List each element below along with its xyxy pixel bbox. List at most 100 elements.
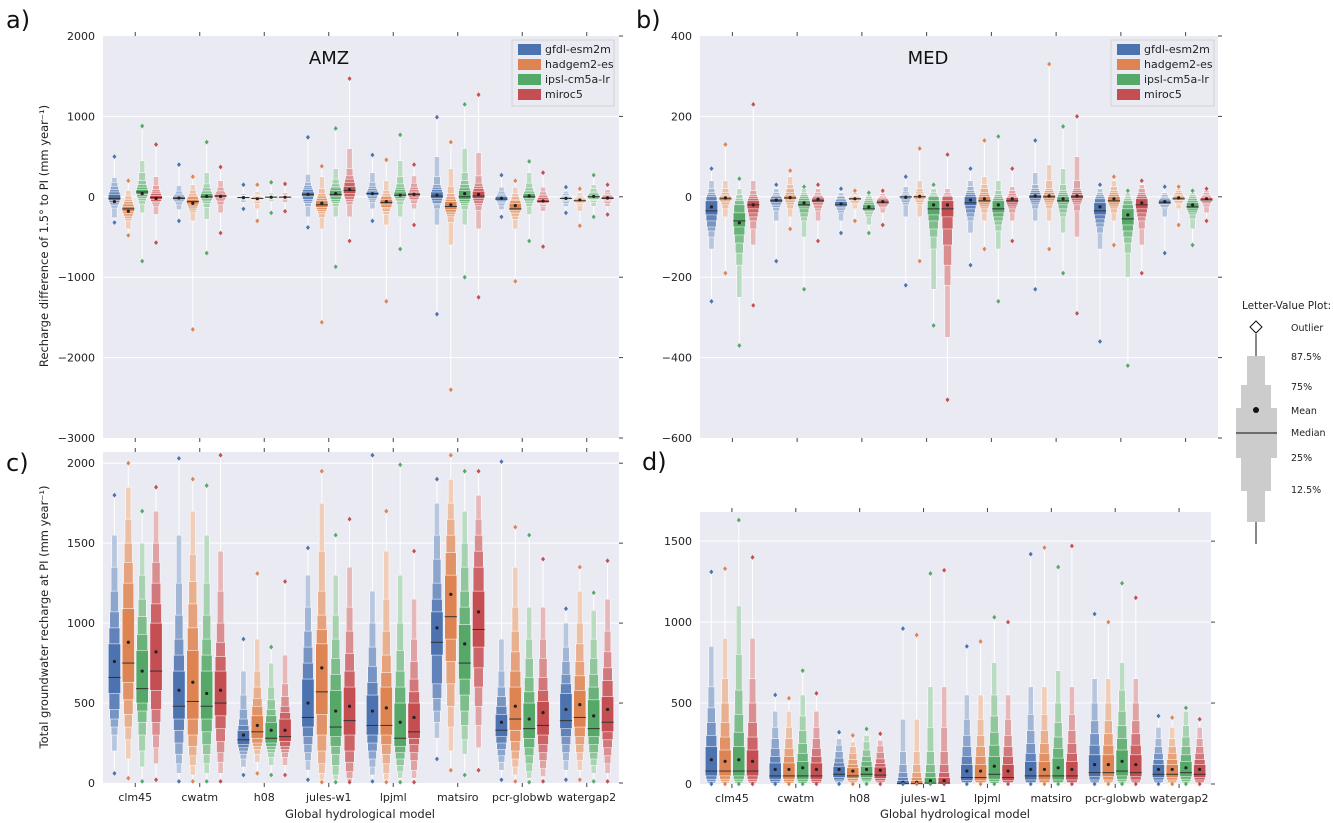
- x-tick-label-jules-w1: jules-w1: [900, 792, 947, 805]
- outlier-matsiro-0: [1028, 781, 1033, 787]
- outlier-lpjml-1: [384, 779, 389, 785]
- mean-dot-watergap2-0: [564, 196, 568, 201]
- outlier-lpjml-0: [968, 166, 973, 172]
- outlier-clm45-0: [112, 771, 117, 776]
- outlier-cwatm-3: [218, 779, 223, 784]
- letter-value-box-75: [1241, 385, 1271, 408]
- outlier-jules-w1-2: [931, 182, 936, 188]
- outlier-lpjml-0: [964, 781, 969, 787]
- outlier-pcr-globwb-1: [1111, 174, 1116, 180]
- mean-dot-matsiro-3: [476, 192, 481, 196]
- outlier-clm45-1: [723, 270, 728, 276]
- mean-dot-clm45-3: [750, 759, 755, 763]
- outlier-jules-w1-1: [917, 258, 922, 264]
- outlier-jules-w1-0: [305, 777, 310, 783]
- mean-dot-h08-2: [867, 205, 871, 209]
- outlier-watergap2-0: [563, 184, 568, 190]
- outlier-jules-w1-2: [333, 532, 338, 538]
- panel-c-xlabel: Global hydrological model: [285, 807, 435, 821]
- lv-box-cwatm-0: [172, 670, 186, 720]
- lv-box-cwatm-1: [782, 762, 796, 780]
- mean-dot-lpjml-3: [412, 192, 416, 196]
- x-tick-label-h08: h08: [254, 791, 275, 804]
- mean-dot-lpjml-2: [996, 203, 1000, 207]
- outlier-lpjml-2: [398, 779, 403, 785]
- mean-dot-lpjml-0: [968, 198, 973, 202]
- mean-dot-jules-w1-2: [931, 203, 936, 207]
- x-tick-label-watergap2: watergap2: [557, 791, 616, 804]
- y-tick-label-a: 0: [88, 191, 95, 204]
- mean-dot-clm45-3: [154, 650, 158, 654]
- mean-dot-pcr-globwb-1: [513, 704, 517, 708]
- outlier-h08-0: [837, 781, 842, 787]
- mean-dot-pcr-globwb-3: [1140, 201, 1144, 205]
- letter-value-legend-title: Letter-Value Plot:: [1242, 300, 1331, 312]
- lv-label-mean: Mean: [1291, 406, 1317, 417]
- lv-box-lpjml-2: [988, 756, 1001, 780]
- outlier-watergap2-1: [1170, 715, 1175, 721]
- outlier-matsiro-0: [434, 114, 439, 120]
- outlier-jules-w1-2: [333, 126, 338, 131]
- mean-dot-watergap2-3: [605, 196, 610, 200]
- mean-dot-clm45-2: [737, 221, 741, 225]
- outlier-cwatm-2: [204, 779, 209, 784]
- outlier-matsiro-3: [1069, 781, 1074, 787]
- legend-swatch-miroc5: [518, 89, 541, 100]
- outlier-h08-0: [838, 230, 843, 236]
- lv-box-lpjml-3: [407, 702, 421, 739]
- outlier-h08-2: [269, 644, 274, 650]
- outlier-h08-0: [241, 636, 246, 642]
- outlier-jules-w1-2: [928, 781, 933, 787]
- mean-dot-pcr-globwb-1: [1106, 762, 1110, 767]
- outlier-clm45-0: [112, 154, 117, 159]
- outlier-pcr-globwb-3: [541, 244, 546, 250]
- outlier-pcr-globwb-2: [527, 238, 532, 244]
- outlier-lpjml-2: [996, 298, 1001, 304]
- outlier-lpjml-0: [370, 452, 375, 458]
- outlier-cwatm-1: [190, 476, 195, 482]
- outlier-jules-w1-0: [903, 282, 908, 288]
- mean-dot-jules-w1-2: [334, 709, 338, 713]
- y-tick-label-a: −1000: [58, 271, 95, 284]
- outlier-cwatm-1: [788, 168, 793, 174]
- outlier-pcr-globwb-0: [1092, 781, 1097, 787]
- outlier-pcr-globwb-0: [1092, 611, 1097, 617]
- legend-swatch-hadgem2-es: [518, 59, 541, 70]
- outlier-pcr-globwb-2: [1125, 188, 1130, 194]
- outlier-pcr-globwb-0: [499, 172, 504, 178]
- x-tick-label-lpjml: lpjml: [380, 791, 407, 804]
- lv-box-clm45-2: [135, 650, 149, 704]
- mean-dot-pcr-globwb-2: [1120, 759, 1124, 763]
- outlier-jules-w1-1: [917, 146, 922, 151]
- letter-value-box-12: [1247, 491, 1265, 522]
- outlier-watergap2-2: [1190, 188, 1195, 194]
- lv-box-matsiro-3: [472, 590, 485, 648]
- outlier-matsiro-0: [434, 756, 439, 762]
- outlier-matsiro-1: [448, 139, 453, 145]
- lv-box-cwatm-0: [768, 762, 782, 780]
- outlier-h08-3: [283, 181, 288, 187]
- mean-dot-cwatm-0: [773, 767, 777, 772]
- legend-label-hadgem2-es: hadgem2-es: [545, 58, 614, 71]
- panel-letter-a: a): [6, 6, 30, 34]
- outlier-cwatm-0: [773, 781, 778, 787]
- outlier-lpjml-1: [982, 138, 987, 143]
- mean-dot-matsiro-2: [463, 642, 467, 646]
- x-tick-label-pcr-globwb: pcr-globwb: [1085, 792, 1146, 805]
- lv-box-cwatm-1: [186, 650, 200, 720]
- outlier-h08-1: [255, 182, 260, 188]
- outlier-h08-2: [269, 210, 274, 216]
- mean-dot-h08-0: [241, 196, 246, 200]
- outlier-matsiro-1: [1042, 781, 1047, 787]
- outlier-watergap2-1: [1170, 781, 1175, 787]
- outlier-lpjml-3: [412, 548, 417, 554]
- mean-dot-cwatm-2: [801, 766, 805, 770]
- legend-swatch-hadgem2-es: [1117, 59, 1140, 70]
- lv-box-clm45-0: [705, 746, 718, 777]
- outlier-lpjml-1: [384, 298, 389, 304]
- outlier-pcr-globwb-3: [1139, 270, 1144, 276]
- outlier-watergap2-1: [577, 223, 582, 229]
- panel-letter-d: d): [642, 448, 667, 476]
- outlier-matsiro-1: [448, 387, 453, 393]
- outlier-watergap2-1: [577, 564, 582, 570]
